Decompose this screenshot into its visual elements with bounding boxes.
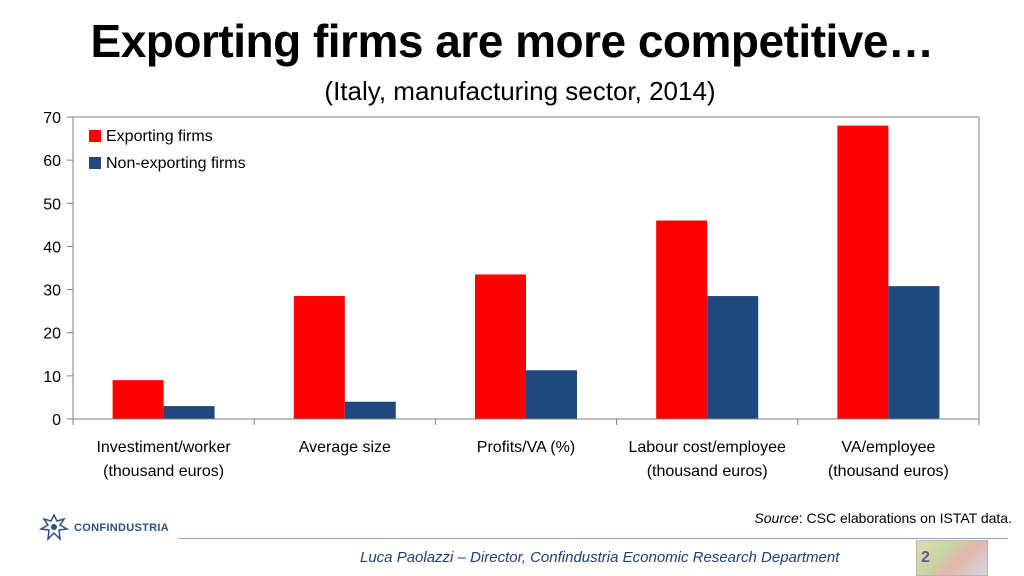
y-tick-label: 60 bbox=[43, 153, 61, 170]
logo-text: CONFINDUSTRIA bbox=[74, 522, 169, 534]
bar-exporting bbox=[656, 220, 708, 419]
y-tick-label: 30 bbox=[43, 283, 61, 300]
x-category-label: (thousand euros) bbox=[647, 463, 768, 480]
footer-divider bbox=[178, 538, 1008, 539]
eagle-logo-icon bbox=[38, 513, 70, 542]
bar-non-exporting bbox=[163, 406, 215, 419]
y-axis: 0 10 20 30 40 50 60 70 bbox=[43, 110, 74, 429]
legend-swatch bbox=[89, 130, 101, 142]
bar-exporting bbox=[112, 380, 164, 419]
x-axis: Investiment/worker (thousand euros) Averag… bbox=[72, 418, 980, 480]
slide-subtitle: (Italy, manufacturing sector, 2014) bbox=[324, 76, 716, 106]
source-note: Source: CSC elaborations on ISTAT data. bbox=[754, 510, 1012, 526]
y-tick-label: 40 bbox=[43, 239, 61, 256]
x-category-label: Investiment/worker bbox=[96, 439, 231, 456]
y-tick-label: 20 bbox=[43, 326, 61, 343]
y-tick-label: 0 bbox=[52, 412, 61, 429]
bars-group bbox=[112, 125, 940, 419]
x-category-label: Labour cost/employee bbox=[628, 439, 786, 456]
x-category-label: (thousand euros) bbox=[828, 463, 949, 480]
x-category-label: (thousand euros) bbox=[103, 463, 224, 480]
legend: Exporting firms Non-exporting firms bbox=[89, 128, 246, 172]
x-category-label: VA/employee bbox=[841, 439, 935, 456]
source-text: : CSC elaborations on ISTAT data. bbox=[798, 510, 1012, 526]
legend-swatch bbox=[89, 157, 101, 169]
y-tick-label: 70 bbox=[43, 110, 61, 127]
bar-non-exporting bbox=[888, 286, 940, 419]
source-label: Source bbox=[754, 510, 799, 526]
footer-author: Luca Paolazzi – Director, Confindustria … bbox=[360, 549, 840, 566]
bar-exporting bbox=[293, 296, 345, 419]
bar-exporting bbox=[475, 274, 526, 419]
bar-non-exporting bbox=[707, 296, 759, 419]
bar-non-exporting bbox=[344, 401, 396, 419]
y-tick-label: 10 bbox=[43, 369, 61, 386]
thumbnail-digit: 2 bbox=[921, 549, 930, 566]
bar-exporting bbox=[837, 125, 889, 419]
y-tick-label: 50 bbox=[43, 196, 61, 213]
slide-title: Exporting firms are more competitive… bbox=[90, 15, 934, 67]
footer-thumbnail-image: 2 bbox=[916, 540, 988, 576]
x-category-label: Profits/VA (%) bbox=[477, 439, 575, 456]
bar-non-exporting bbox=[526, 370, 577, 419]
legend-label: Non-exporting firms bbox=[106, 155, 246, 172]
x-category-label: Average size bbox=[299, 439, 391, 456]
confindustria-logo: CONFINDUSTRIA bbox=[38, 512, 169, 544]
legend-label: Exporting firms bbox=[106, 128, 213, 145]
